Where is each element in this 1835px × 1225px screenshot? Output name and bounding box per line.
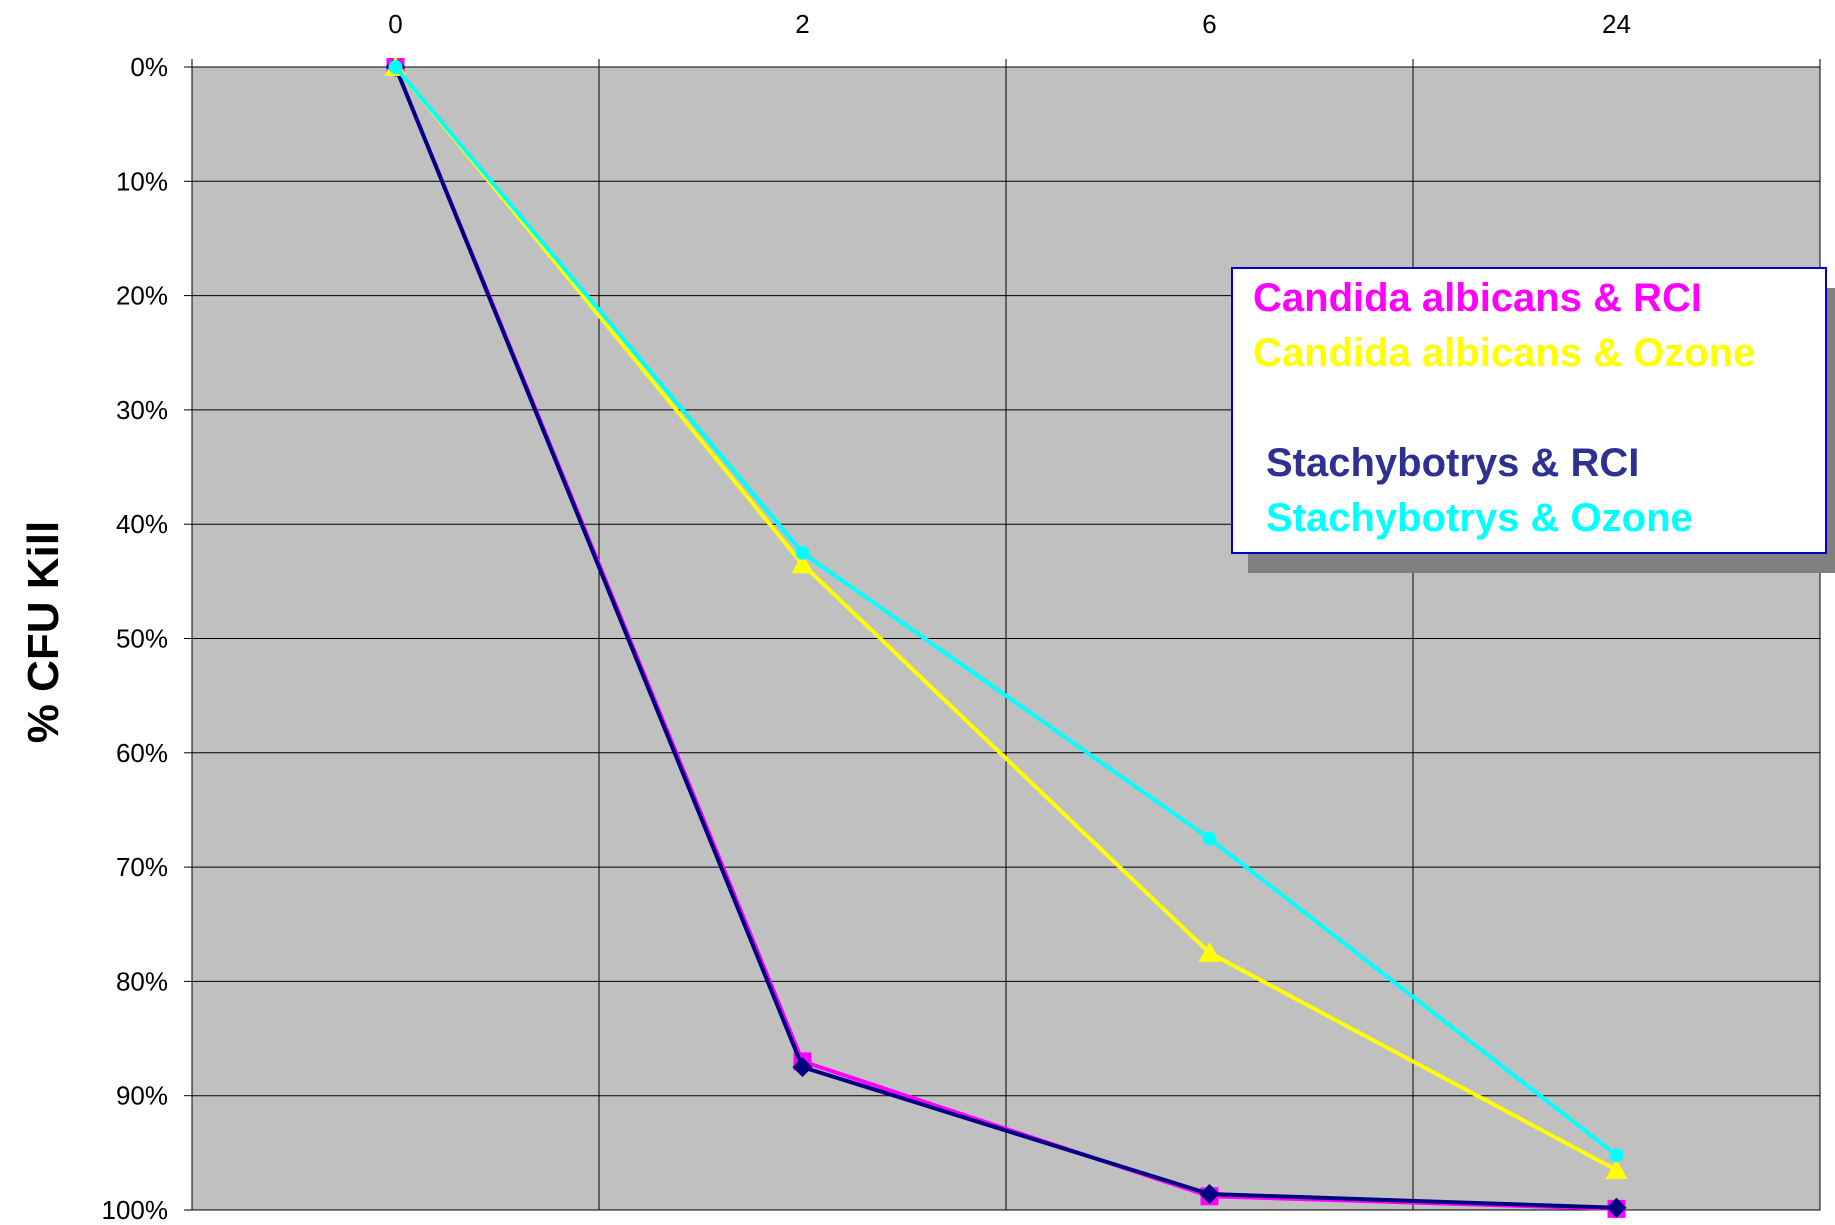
data-point: [1202, 831, 1217, 846]
series-stachybotrys-ozone: [388, 60, 1624, 1163]
x-tick-label: 6: [1202, 9, 1216, 39]
data-point: [795, 545, 810, 560]
y-axis-label: % CFU Kill: [19, 521, 68, 743]
data-point: [1606, 1197, 1627, 1218]
series-line: [393, 65, 1618, 1172]
x-tick-label: 0: [388, 9, 402, 39]
series-line: [393, 66, 1617, 1210]
x-tick-label: 2: [795, 9, 809, 39]
legend-entry: Stachybotrys & Ozone: [1266, 496, 1693, 540]
data-point: [791, 553, 814, 574]
legend-box: [1231, 267, 1827, 554]
legend: Candida albicans & RCI Candida albicans &…: [1231, 267, 1835, 573]
y-tick-label: 20%: [116, 281, 168, 311]
y-tick-label: 0%: [130, 52, 168, 82]
data-point: [1199, 1183, 1220, 1204]
y-tick-label: 60%: [116, 738, 168, 768]
x-tick-label: 24: [1602, 9, 1631, 39]
series-line: [393, 65, 1618, 1157]
legend-entry: Candida albicans & RCI: [1253, 276, 1702, 320]
y-tick-label: 80%: [116, 966, 168, 996]
y-tick-label: 40%: [116, 509, 168, 539]
y-tick-label: 50%: [116, 624, 168, 654]
y-axis-ticks: 0% 10% 20% 30% 40% 50% 60% 70% 80% 90% 100%: [102, 52, 169, 1225]
legend-entry: Candida albicans & Ozone: [1253, 331, 1755, 375]
y-tick-label: 30%: [116, 395, 168, 425]
data-point: [1198, 941, 1221, 962]
legend-entry: Stachybotrys & RCI: [1266, 441, 1639, 485]
y-tick-label: 90%: [116, 1081, 168, 1111]
y-tick-label: 10%: [116, 166, 168, 196]
y-tick-label: 100%: [102, 1195, 169, 1225]
x-axis-ticks: 0 2 6 24: [388, 9, 1631, 39]
data-point: [1605, 1158, 1628, 1179]
y-tick-label: 70%: [116, 852, 168, 882]
data-point: [1609, 1148, 1624, 1163]
data-point: [388, 60, 403, 74]
series-layer: [384, 56, 1628, 1218]
data-point: [792, 1057, 813, 1078]
